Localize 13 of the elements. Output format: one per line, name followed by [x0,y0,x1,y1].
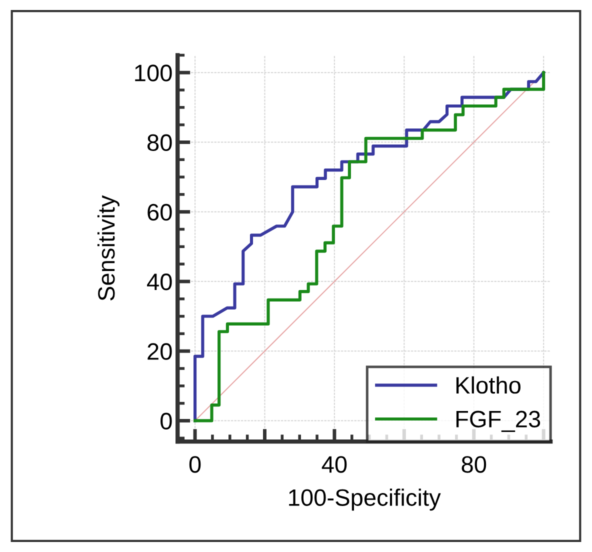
y-axis-title: Sensitivity [97,195,120,300]
x-tick-label: 80 [462,456,486,473]
legend-label: Klotho [456,376,520,394]
x-tick-label: 0 [189,456,201,473]
y-tick-label: 100 [135,64,172,82]
y-tick-label: 60 [148,204,172,221]
x-tick-label: 40 [322,456,347,473]
y-tick-label: 80 [148,134,172,152]
y-tick-label: 40 [147,274,172,290]
legend-label: FGF_23 [456,410,540,432]
y-tick-label: 20 [148,343,172,360]
x-axis-title: 100-Specificity [289,488,441,511]
y-tick-label: 0 [160,412,172,430]
